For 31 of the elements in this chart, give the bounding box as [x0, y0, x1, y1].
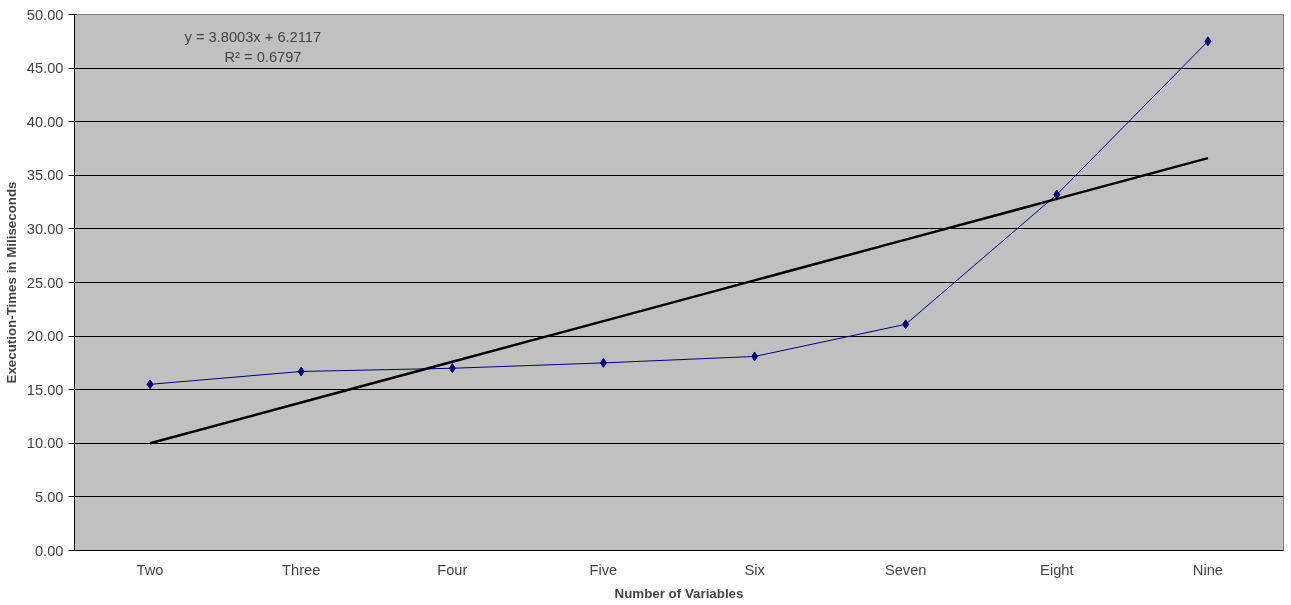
- annotation: R² = 0.6797: [224, 48, 302, 65]
- y-tick-label: 30.00: [26, 220, 64, 237]
- y-tick-label: 10.00: [26, 435, 64, 452]
- y-tick-label: 40.00: [26, 113, 64, 130]
- x-axis-title: Number of Variables: [614, 585, 744, 601]
- x-tick-label: Nine: [1192, 561, 1224, 578]
- y-tick-label: 0.00: [34, 542, 64, 559]
- point: [751, 351, 759, 362]
- x-tick-label: Three: [282, 561, 321, 578]
- y-tick-label: 35.00: [26, 167, 64, 184]
- y-tick-label: 20.00: [26, 328, 64, 345]
- annotation: y = 3.8003x + 6.2117: [184, 28, 322, 45]
- x-tick-label: Two: [136, 561, 164, 578]
- y-tick-label: 25.00: [26, 274, 64, 291]
- y-tick-label: 5.00: [34, 488, 64, 505]
- x-tick-label: Four: [437, 561, 468, 578]
- line-series: [148, 156, 1210, 445]
- x-tick-label: Seven: [884, 561, 927, 578]
- point: [146, 379, 154, 390]
- y-axis-title: Execution-Times in Miliseconds: [3, 181, 19, 384]
- point: [297, 366, 305, 377]
- x-tick-label: Six: [744, 561, 766, 578]
- x-tick-label: Five: [589, 561, 618, 578]
- point: [448, 363, 456, 374]
- point: [1204, 36, 1212, 47]
- x-tick-label: Eight: [1040, 561, 1074, 578]
- point: [902, 319, 910, 330]
- y-tick-label: 50.00: [26, 6, 64, 23]
- y-tick-label: 45.00: [26, 60, 64, 77]
- point: [599, 357, 607, 368]
- y-tick-label: 15.00: [26, 381, 64, 398]
